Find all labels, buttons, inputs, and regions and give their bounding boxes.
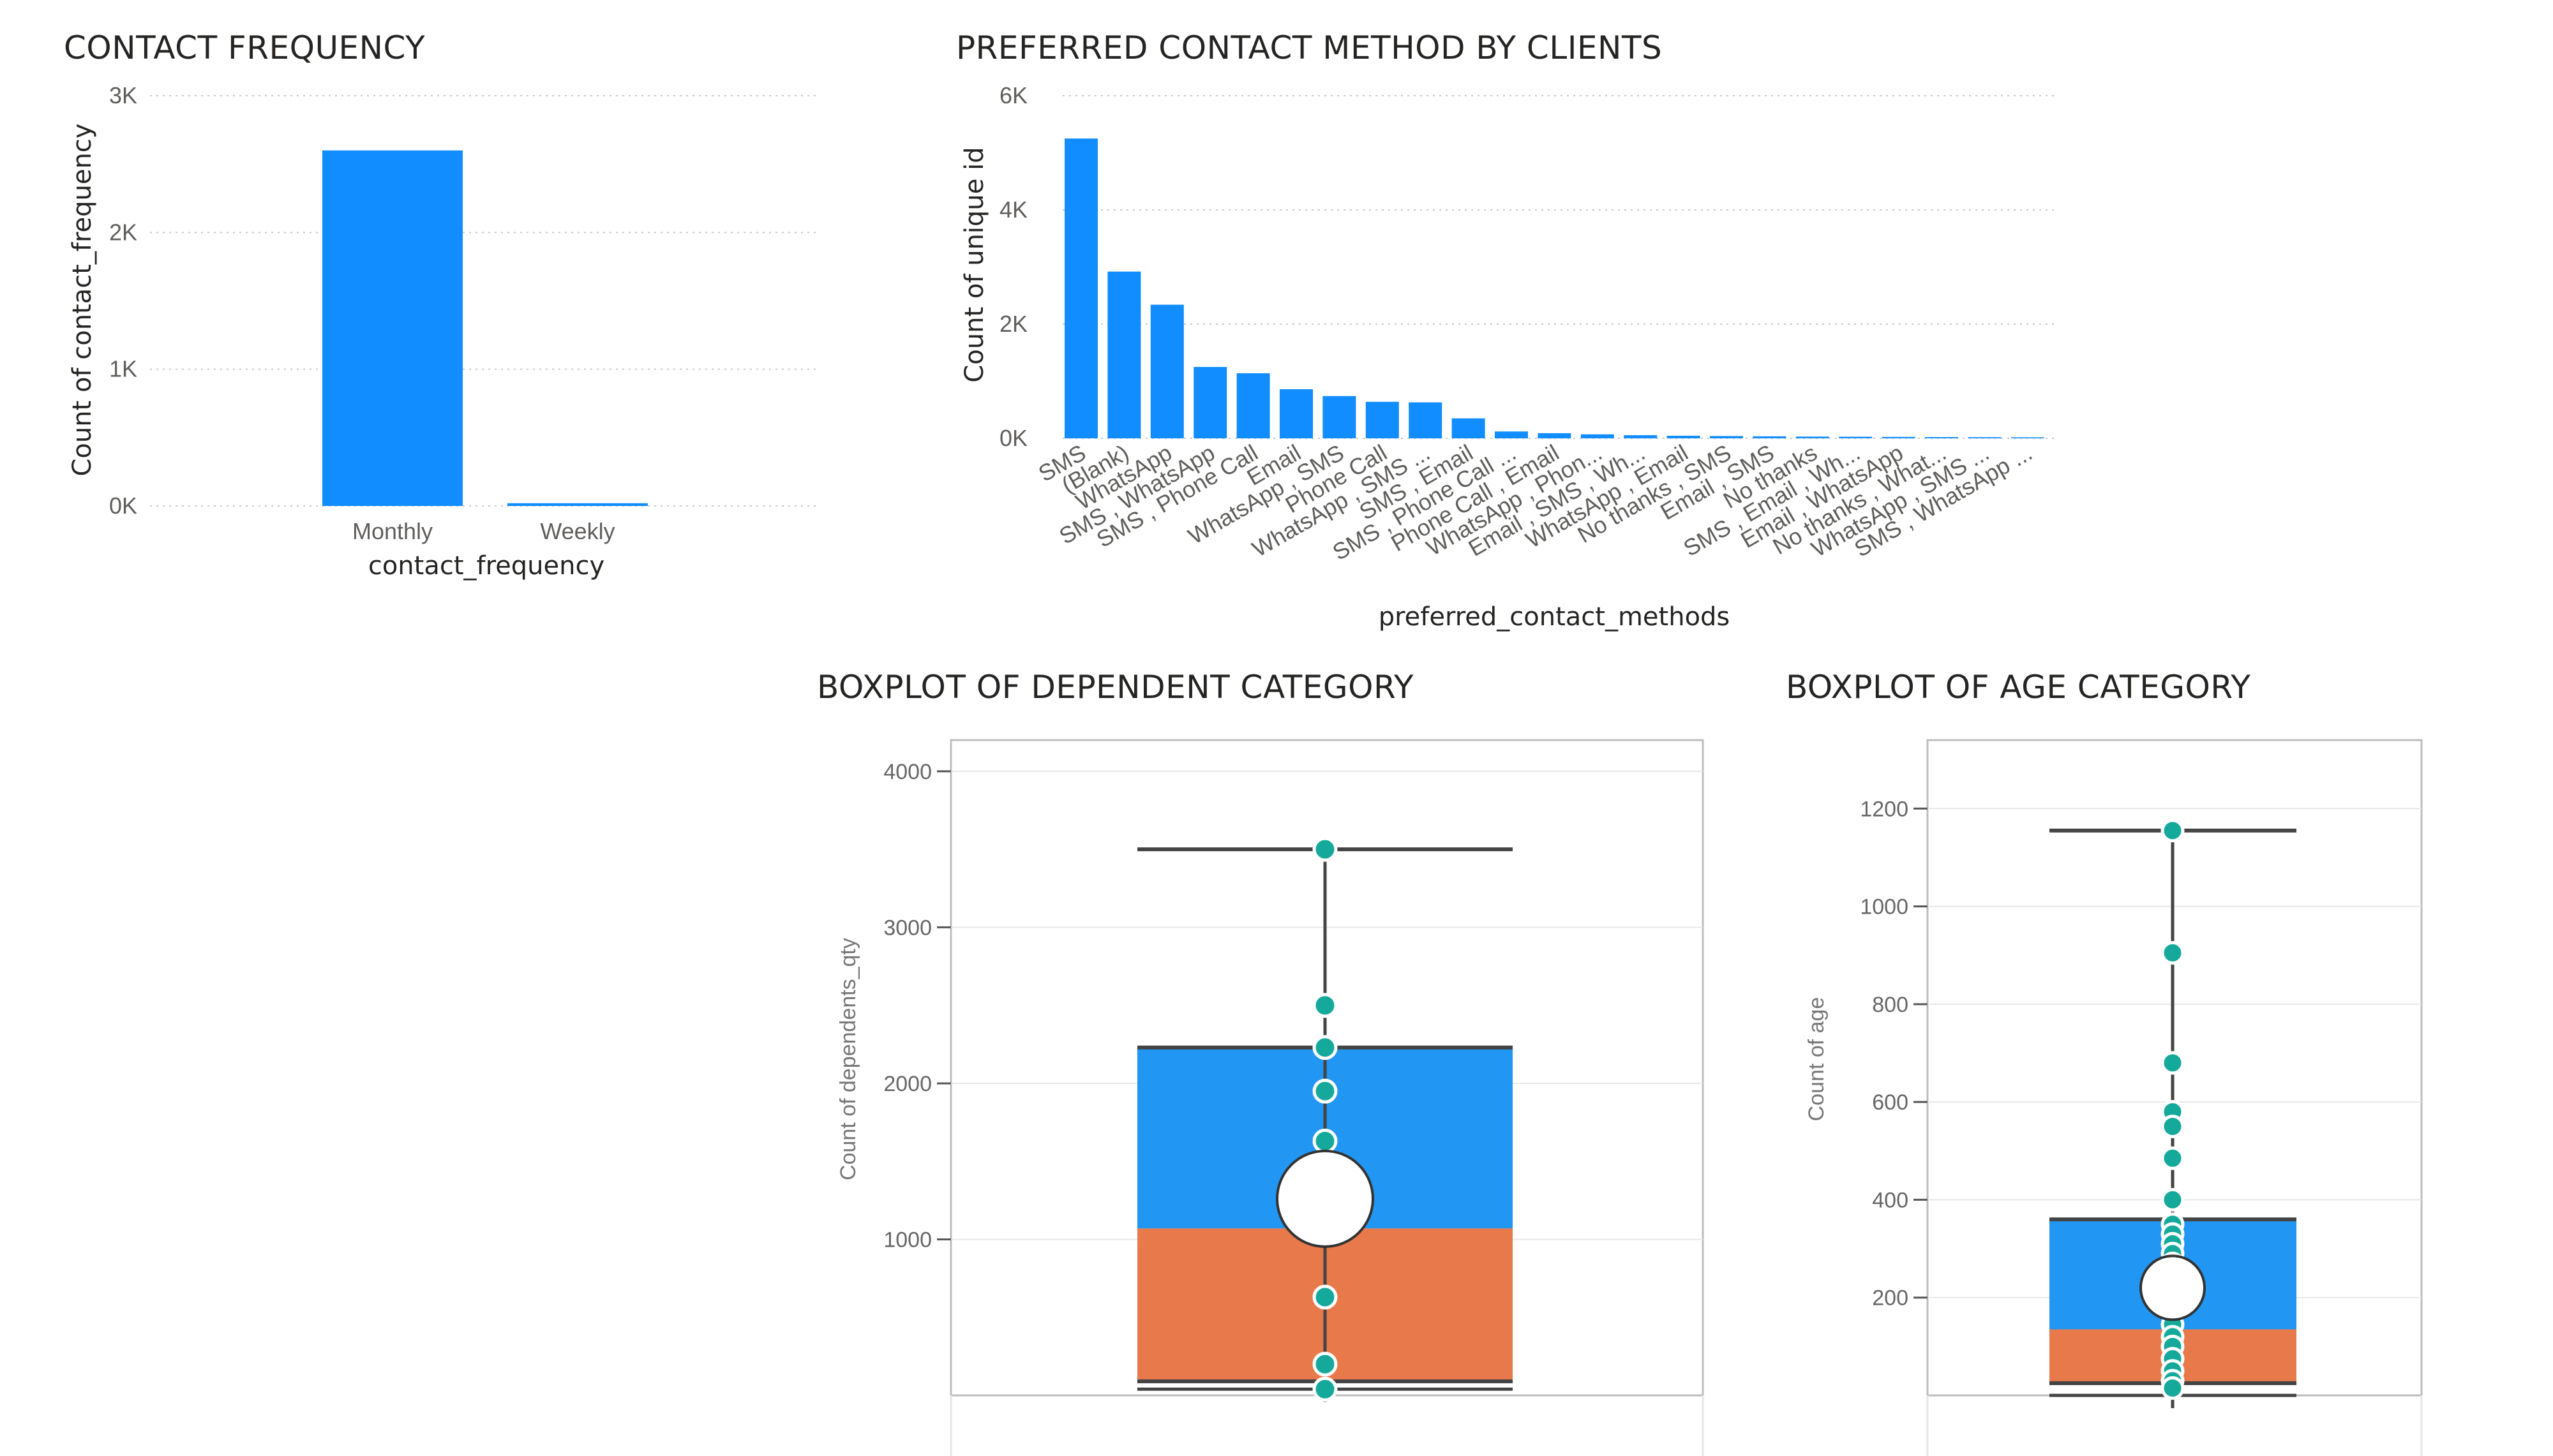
c2-bar — [1194, 367, 1227, 438]
dependent-boxplot-plot: 1000 2000 3000 4000 — [883, 739, 1704, 1456]
c2-bar — [1795, 436, 1829, 438]
b1-data-point — [1312, 1376, 1338, 1402]
c2-bar — [1666, 435, 1700, 438]
c2-bar — [1236, 373, 1270, 438]
c2-bar — [1580, 434, 1614, 438]
b2-y-tick-label: 200 — [1872, 1286, 1908, 1311]
c2-bar — [1409, 402, 1442, 438]
b1-y-tick-label: 4000 — [883, 760, 932, 784]
c1-y-tick-label: 0K — [109, 493, 137, 519]
c2-bar — [1495, 431, 1528, 438]
b1-data-point — [1312, 1351, 1338, 1377]
age-boxplot-y-axis-title: Count of age — [1804, 997, 1829, 1122]
age-boxplot-title: BOXPLOT OF AGE CATEGORY — [1786, 669, 2250, 706]
b2-data-point — [2160, 940, 2185, 965]
b1-data-point — [1312, 993, 1338, 1018]
c2-bar — [1710, 436, 1743, 438]
c1-bar — [322, 150, 463, 506]
c2-bar — [1538, 433, 1571, 438]
b2-y-tick-label: 400 — [1872, 1188, 1908, 1212]
c1-y-tick-label: 3K — [109, 82, 137, 108]
contact-frequency-chart: CONTACT FREQUENCY 0K 1K 2K 3K Monthly Weekly… — [64, 29, 816, 581]
preferred-contact-method-bars — [1065, 138, 2044, 438]
b2-data-point — [2160, 1146, 2185, 1170]
dependent-boxplot-title: BOXPLOT OF DEPENDENT CATEGORY — [817, 669, 1414, 706]
c2-y-tick-label: 4K — [999, 197, 1028, 223]
c2-bar — [1150, 304, 1184, 438]
contact-frequency-bars — [322, 150, 648, 506]
c2-bar — [1925, 437, 1958, 438]
contact-frequency-grid — [150, 95, 816, 507]
b2-y-tick-label: 600 — [1872, 1090, 1908, 1115]
c2-bar — [1753, 436, 1786, 438]
b2-y-tick-label: 800 — [1872, 993, 1908, 1017]
c2-bar — [1107, 271, 1141, 438]
b2-y-tick-label: 1200 — [1860, 797, 1908, 821]
b1-mean-marker — [1276, 1149, 1374, 1248]
preferred-contact-method-y-ticks: 0K 2K 4K 6K — [999, 82, 1028, 451]
contact-frequency-y-ticks: 0K 1K 2K 3K — [109, 82, 137, 519]
b2-y-tick-label: 1000 — [1860, 895, 1908, 919]
contact-frequency-x-labels: Monthly Weekly — [352, 518, 615, 544]
c2-bar — [1882, 436, 1915, 438]
c1-y-tick-label: 2K — [109, 219, 137, 245]
b2-data-point — [2160, 819, 2185, 843]
dependent-boxplot-y-axis-title: Count of dependents_qty — [836, 938, 860, 1180]
c2-bar — [1322, 396, 1356, 438]
contact-frequency-x-axis-title: contact_frequency — [368, 551, 604, 581]
b1-data-point — [1312, 1128, 1338, 1154]
b1-y-tick-label: 2000 — [883, 1072, 932, 1096]
c2-bar — [1065, 138, 1098, 438]
c2-y-tick-label: 2K — [999, 311, 1028, 337]
c2-bar — [1624, 435, 1658, 438]
b2-data-point — [2160, 1376, 2185, 1400]
b2-data-point — [2160, 1051, 2185, 1075]
b2-data-point — [2160, 1187, 2185, 1212]
b1-data-point — [1312, 1035, 1338, 1060]
preferred-contact-method-title: PREFERRED CONTACT METHOD BY CLIENTS — [956, 29, 1662, 66]
c2-bar — [1839, 436, 1873, 438]
c1-y-tick-label: 1K — [109, 356, 137, 382]
preferred-contact-method-chart: PREFERRED CONTACT METHOD BY CLIENTS 0K 2K… — [956, 29, 2056, 632]
contact-frequency-title: CONTACT FREQUENCY — [64, 29, 425, 66]
c2-bar — [1365, 401, 1399, 438]
b1-y-tick-label: 3000 — [883, 916, 932, 940]
c2-bar — [1968, 437, 2002, 438]
c2-bar — [2010, 437, 2044, 438]
preferred-contact-method-y-axis-title: Count of unique id — [960, 147, 989, 382]
b1-data-point — [1312, 1284, 1338, 1310]
c2-bar — [1280, 389, 1313, 438]
b2-data-point — [2160, 1114, 2185, 1138]
c2-y-tick-label: 6K — [999, 82, 1028, 108]
age-boxplot-plot: 200 400 600 800 1000 1200 — [1860, 739, 2423, 1456]
c2-bar — [1451, 418, 1485, 438]
contact-frequency-y-axis-title: Count of contact_frequency — [68, 123, 97, 476]
age-boxplot-chart: BOXPLOT OF AGE CATEGORY 200 400 600 800 1000… — [1786, 669, 2423, 1456]
c1-x-tick-label: Weekly — [540, 518, 615, 544]
preferred-contact-method-x-axis-title: preferred_contact_methods — [1379, 602, 1730, 632]
c1-x-tick-label: Monthly — [352, 518, 433, 544]
dependent-boxplot-chart: BOXPLOT OF DEPENDENT CATEGORY 1000 2000 30… — [817, 669, 1704, 1456]
c1-bar — [507, 503, 648, 506]
b1-data-point — [1312, 836, 1338, 862]
b1-data-point — [1312, 1078, 1338, 1104]
b2-mean-marker — [2139, 1254, 2206, 1321]
c2-y-tick-label: 0K — [999, 425, 1028, 451]
b1-y-tick-label: 1000 — [883, 1228, 932, 1252]
